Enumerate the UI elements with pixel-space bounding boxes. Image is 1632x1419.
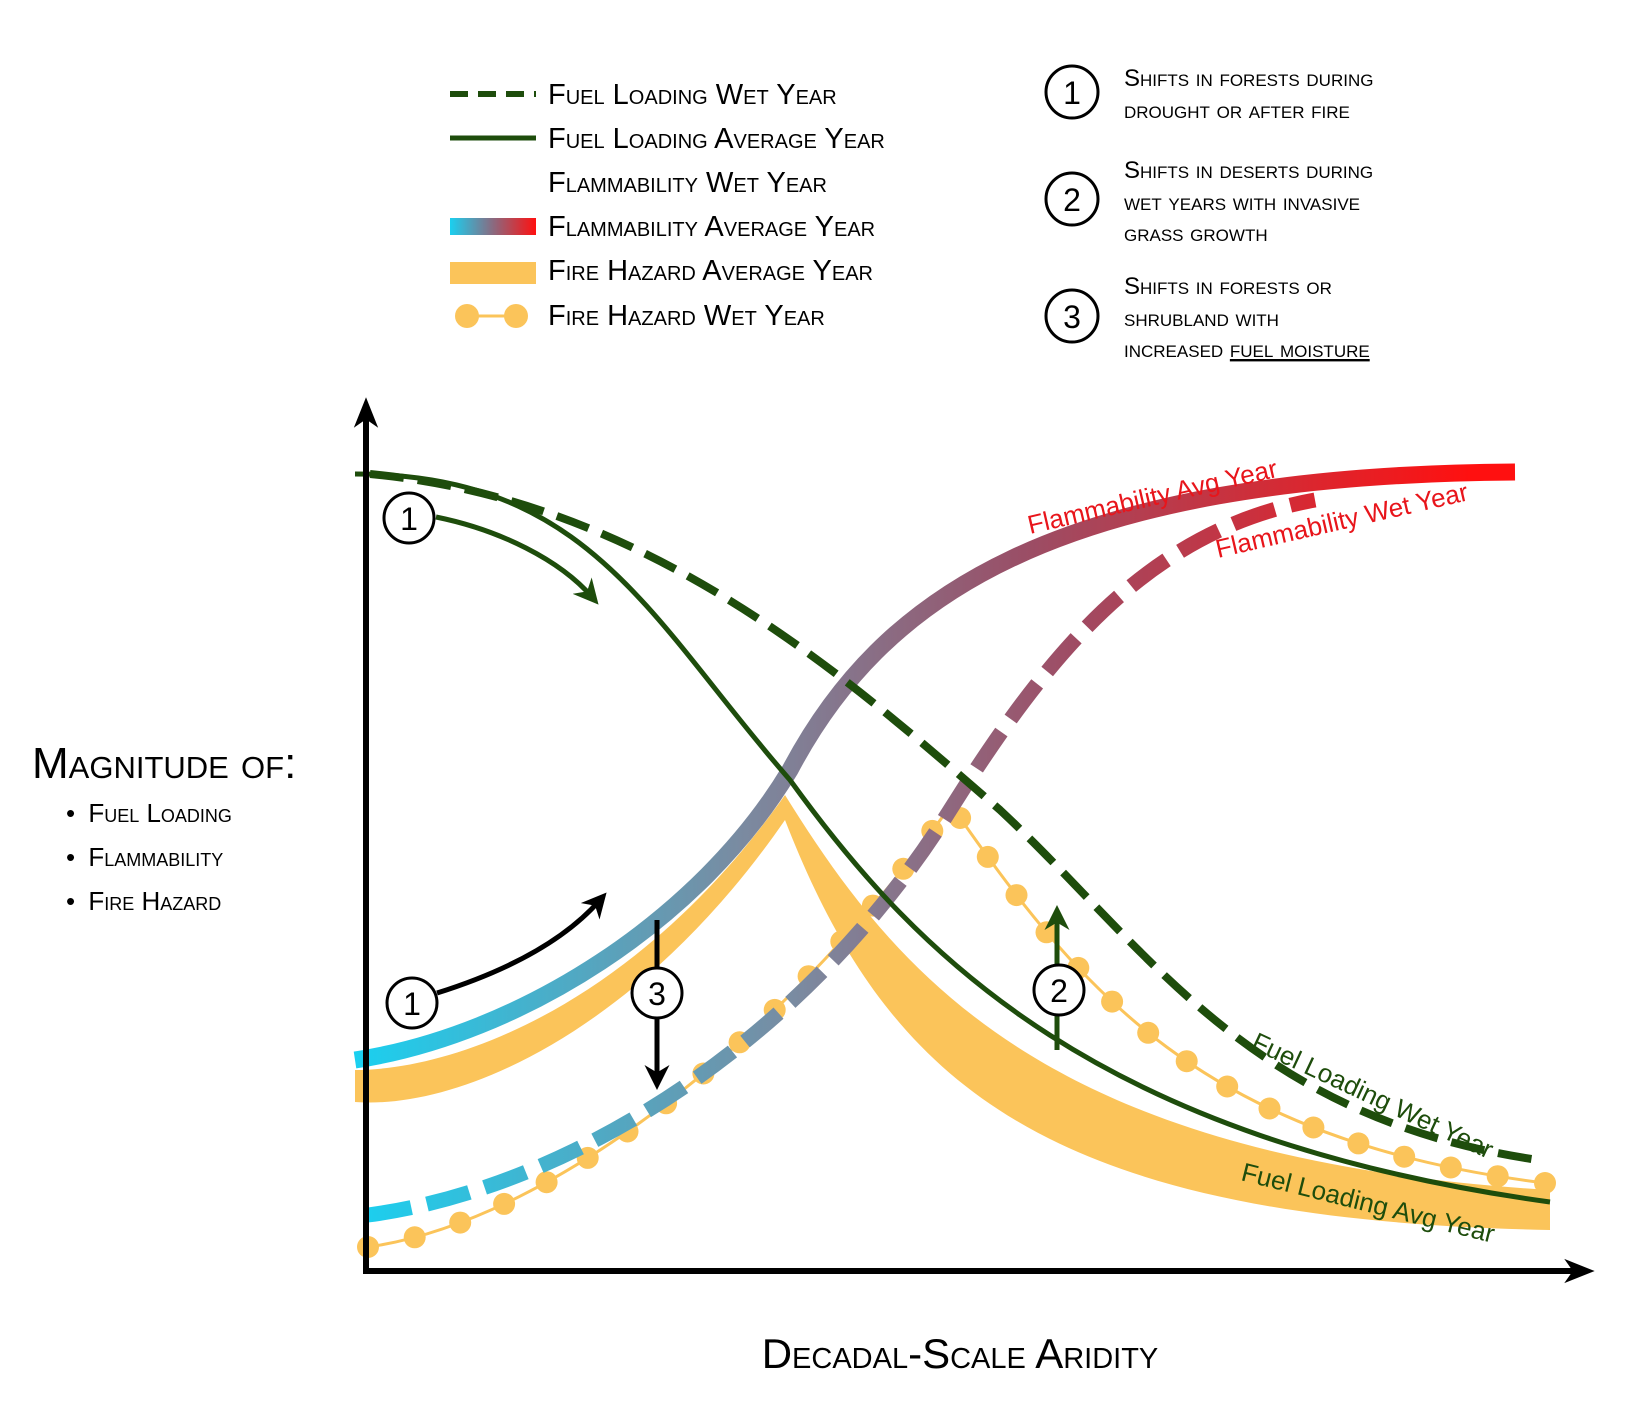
fire-hazard-wet-point [1005, 884, 1028, 907]
marker-1-top: 1 [382, 491, 436, 545]
note-3-line-1: Shifts in forests or [1124, 273, 1332, 300]
note-1: 1 Shifts in forests during drought or af… [1044, 64, 1373, 124]
note-2-line-1: Shifts in deserts during [1124, 157, 1373, 184]
fire-hazard-wet-point [1302, 1116, 1325, 1139]
axes [353, 397, 1595, 1284]
fire-hazard-wet-point [535, 1171, 558, 1194]
note-3-number: 3 [1063, 299, 1081, 335]
fire-hazard-wet-point [976, 845, 999, 868]
y-axis-title-block: Magnitude of: • Fuel Loading • Flammabil… [32, 739, 296, 916]
svg-text:1: 1 [403, 986, 421, 1022]
marker-2: 2 [1032, 963, 1086, 1017]
legend-label-fuel-avg: Fuel Loading Average Year [548, 123, 885, 155]
fire-hazard-wet-point [449, 1211, 472, 1234]
curve-fuel-loading-avg [354, 471, 1551, 1205]
fire-hazard-wet-point [1258, 1097, 1281, 1120]
curve-fire-hazard-avg [355, 795, 1550, 1230]
legend-label-flam-wet: Flammability Wet Year [548, 167, 827, 199]
y-axis-bullet-3: • Fire Hazard [66, 886, 221, 916]
fire-hazard-wet-point [1101, 990, 1124, 1013]
note-2-line-3: grass growth [1124, 220, 1268, 247]
legend-label-hazard-wet: Fire Hazard Wet Year [548, 300, 825, 332]
y-axis-bullet-2: • Flammability [66, 842, 223, 872]
legend-swatch-hazard-avg [450, 262, 536, 284]
curve-fuel-loading-wet [369, 470, 1546, 1165]
fire-hazard-wet-point [403, 1226, 426, 1249]
x-axis-arrowhead [1564, 1258, 1595, 1284]
note-2: 2 Shifts in deserts during wet years wit… [1044, 157, 1373, 247]
svg-text:1: 1 [400, 501, 418, 537]
fire-hazard-wet-point [1347, 1132, 1370, 1155]
legend: Fuel Loading Wet Year Fuel Loading Avera… [450, 79, 885, 332]
y-axis-arrowhead [353, 397, 379, 428]
note-3-underlined: fuel moisture [1230, 336, 1370, 363]
legend-label-hazard-avg: Fire Hazard Average Year [548, 255, 873, 287]
marker-3: 3 [630, 966, 684, 1020]
y-axis-title: Magnitude of: [32, 739, 296, 788]
fire-hazard-wet-point [1035, 921, 1058, 944]
fire-hazard-wet-point [1137, 1021, 1160, 1044]
legend-label-flam-avg: Flammability Average Year [548, 211, 875, 243]
fire-hazard-wet-point [1216, 1075, 1239, 1098]
note-1-line-2: drought or after fire [1124, 97, 1350, 124]
fire-hazard-wet-point [1393, 1145, 1416, 1168]
note-3-line-2: shrubland with [1124, 305, 1279, 332]
legend-swatch-flam-avg [450, 218, 536, 235]
fire-hazard-wet-point [493, 1192, 516, 1215]
x-axis-title: Decadal-Scale Aridity [762, 1330, 1159, 1377]
arrow-1-top [435, 514, 599, 605]
curve-flammability-avg [353, 463, 1516, 1069]
svg-text:3: 3 [648, 976, 666, 1012]
notes: 1 Shifts in forests during drought or af… [1044, 64, 1373, 363]
curve-flammability-wet [367, 492, 1317, 1223]
fire-hazard-wet-point [1175, 1050, 1198, 1073]
fire-hazard-wet-point [1486, 1165, 1509, 1188]
plot-area: Flammability Avg Year Flammability Wet Y… [353, 453, 1556, 1258]
note-1-number: 1 [1063, 75, 1081, 111]
fire-hazard-wet-point [1534, 1172, 1556, 1194]
legend-swatch-hazard-wet [455, 304, 528, 328]
marker-1-bottom: 1 [385, 976, 439, 1030]
legend-label-fuel-wet: Fuel Loading Wet Year [548, 79, 837, 111]
note-1-line-1: Shifts in forests during [1124, 65, 1373, 92]
fire-hazard-wet-point [1439, 1156, 1462, 1179]
svg-text:2: 2 [1050, 973, 1068, 1009]
note-3-line-3: increased fuel moisture [1124, 336, 1370, 363]
arrow-1-bottom [436, 892, 607, 996]
note-3: 3 Shifts in forests or shrubland with in… [1044, 273, 1370, 363]
y-axis-bullet-1: • Fuel Loading [66, 798, 232, 828]
note-2-number: 2 [1063, 182, 1081, 218]
note-2-line-2: wet years with invasive [1124, 189, 1360, 216]
